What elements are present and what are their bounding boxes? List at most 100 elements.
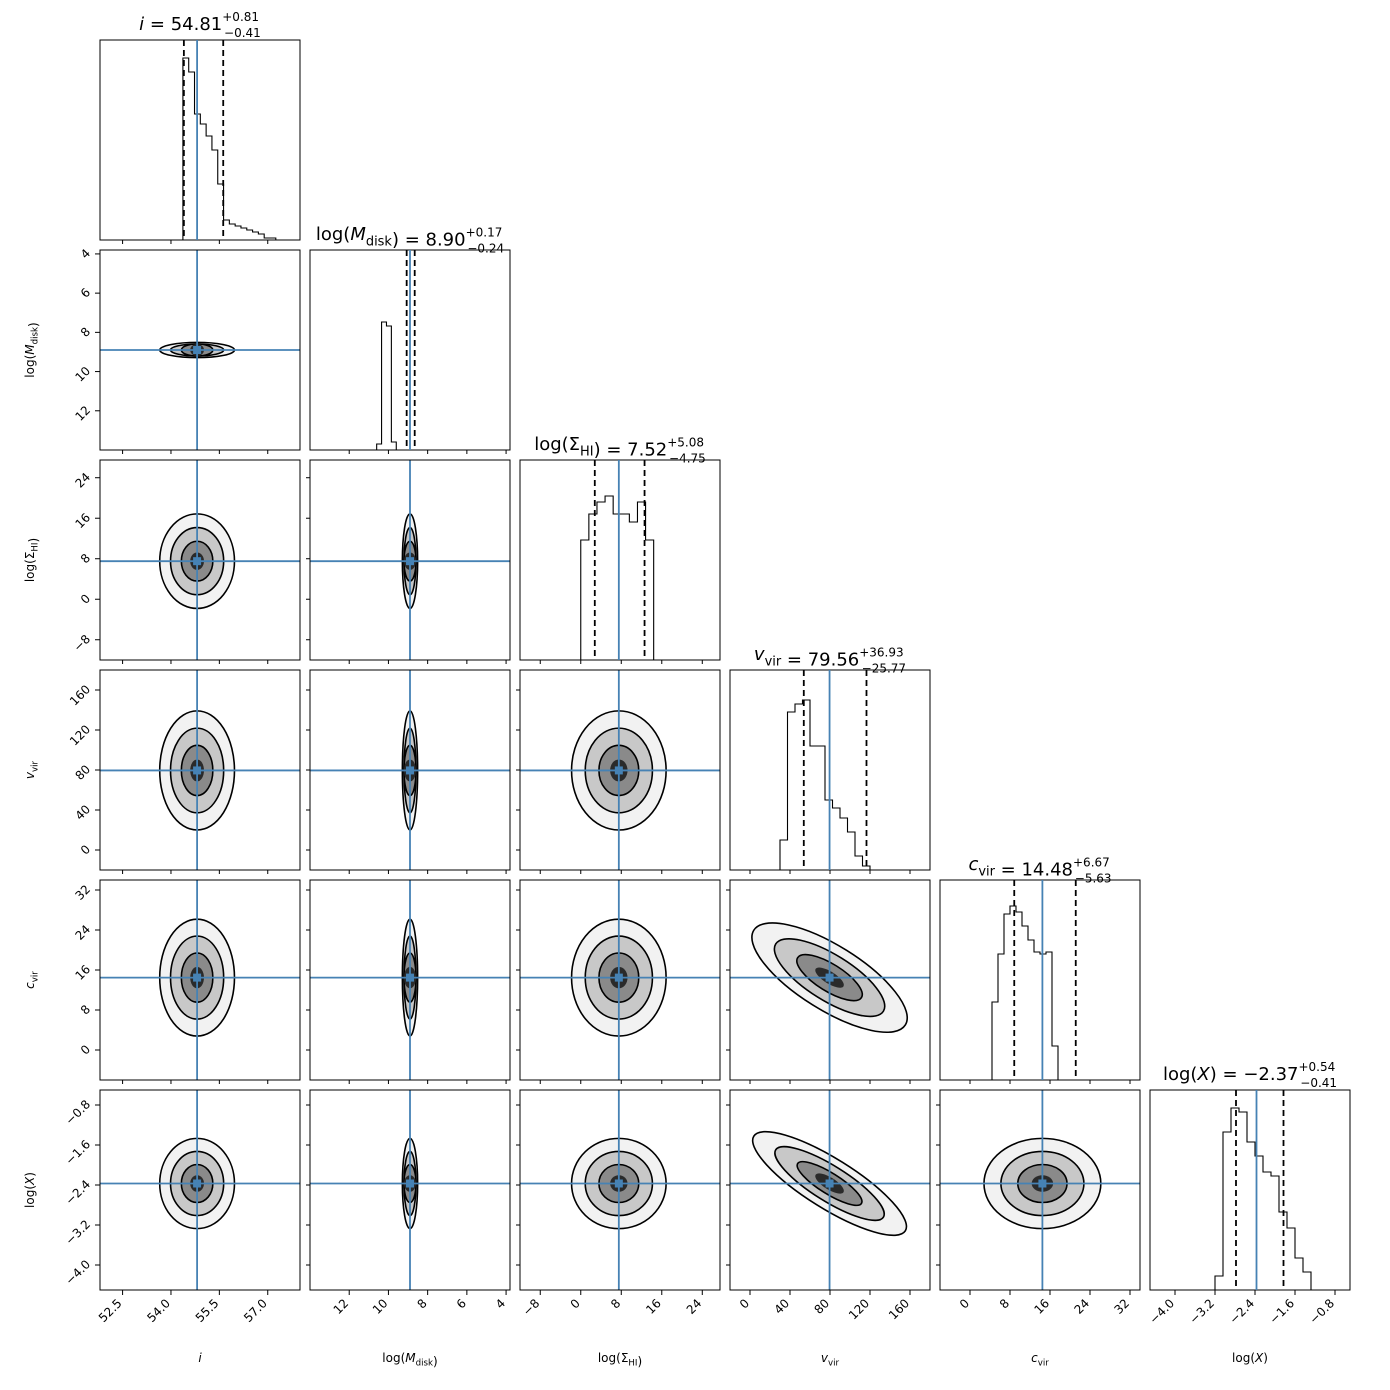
x-tick-label: 24	[684, 1296, 705, 1317]
hist-frame	[1149, 1089, 1351, 1291]
y-axis-label: log(ΣHI)	[23, 538, 41, 582]
y-tick-label: 160	[67, 682, 93, 708]
x-tick-label: 8	[608, 1296, 623, 1311]
y-tick-label: 16	[72, 510, 93, 531]
x-tick-label: 12	[331, 1296, 352, 1317]
truth-marker	[193, 973, 202, 982]
truth-marker	[193, 557, 202, 566]
panel-title: cvir = 14.48+6.67 −5.63	[968, 854, 1111, 885]
x-tick-label: 160	[886, 1296, 912, 1322]
y-tick-label: −1.6	[63, 1137, 94, 1168]
panel-title: log(Mdisk) = 8.90+0.17 −0.24	[316, 224, 504, 255]
scatter-panel-3-2	[519, 669, 721, 871]
y-tick-label: 24	[72, 922, 93, 943]
y-axis-label: cvir	[23, 971, 41, 989]
panel-frame	[309, 459, 511, 661]
truth-marker	[614, 1179, 623, 1188]
scatter-panel-3-1	[309, 669, 511, 871]
y-tick-label: −8	[71, 632, 93, 654]
y-tick-label: 8	[78, 325, 93, 340]
x-axis-5: −4.0 −3.2 −2.4 −1.6 −0.8 log(X)	[1147, 1290, 1338, 1365]
y-tick-label: −3.2	[63, 1217, 94, 1248]
x-axis-label: log(X)	[1232, 1351, 1268, 1365]
x-tick-label: 6	[454, 1296, 469, 1311]
scatter-panel-3-0	[99, 669, 301, 871]
x-tick-label: 8	[414, 1296, 429, 1311]
x-axis-label: log(ΣHI)	[598, 1351, 642, 1369]
x-tick-label: 4	[493, 1296, 508, 1311]
y-axis-label: log(Mdisk)	[23, 322, 41, 377]
x-tick-label: 40	[771, 1296, 792, 1317]
truth-marker	[406, 1179, 414, 1188]
panel-frame	[309, 879, 511, 1081]
scatter-panel-5-1	[309, 1089, 511, 1291]
y-axis-4: 0 8 16 24 32 cvir	[23, 882, 730, 1058]
hist-panel-0: i = 54.81+0.81 −0.41	[99, 10, 301, 241]
y-tick-label: 8	[78, 551, 93, 566]
scatter-panel-5-4	[939, 1089, 1141, 1291]
panel-title: vvir = 79.56+36.93 −25.77	[754, 644, 906, 675]
hist-panel-2: log(ΣHI) = 7.52+5.08 −4.75	[519, 434, 721, 661]
y-tick-label: 12	[72, 403, 93, 424]
scatter-panel-5-0	[99, 1089, 301, 1291]
x-tick-label: 16	[643, 1296, 664, 1317]
panel-frame	[99, 879, 301, 1081]
truth-marker	[406, 557, 414, 566]
x-tick-label: −0.8	[1307, 1296, 1338, 1327]
scatter-panel-1-0	[99, 249, 301, 451]
scatter-panel-4-2	[519, 879, 721, 1081]
y-tick-label: −2.4	[63, 1177, 94, 1208]
truth-marker	[1038, 1179, 1047, 1188]
hist-frame	[99, 39, 301, 241]
scatter-panel-5-3	[729, 1089, 931, 1291]
y-tick-label: 80	[72, 762, 93, 783]
hist-panel-5: log(X) = −2.37+0.54 −0.41	[1149, 1060, 1351, 1291]
x-tick-label: −3.2	[1187, 1296, 1218, 1327]
truth-marker	[193, 766, 202, 775]
x-tick-label: 0	[957, 1296, 972, 1311]
truth-marker	[193, 1179, 202, 1188]
scatter-panel-2-1	[309, 459, 511, 661]
truth-marker	[193, 346, 202, 354]
truth-marker	[614, 973, 623, 982]
scatter-panel-2-0	[99, 459, 301, 661]
panel-frame	[939, 1089, 1141, 1291]
hist-frame	[519, 459, 721, 661]
panel-frame	[99, 1089, 301, 1291]
panel-frame	[309, 1089, 511, 1291]
x-axis-1: 12 10 8 6 4 log(Mdisk)	[331, 450, 508, 1369]
hist-frame	[939, 879, 1141, 1081]
y-axis-label: vvir	[23, 760, 41, 779]
x-axis-label: cvir	[1031, 1351, 1049, 1369]
x-tick-label: −4.0	[1147, 1296, 1178, 1327]
truth-marker	[614, 766, 623, 775]
y-axis-label: log(X)	[23, 1172, 37, 1208]
y-tick-label: 0	[78, 591, 93, 606]
hist-step	[991, 905, 1059, 1080]
x-tick-label: 80	[811, 1296, 832, 1317]
x-tick-label: 16	[1031, 1296, 1052, 1317]
hist-panel-4: cvir = 14.48+6.67 −5.63	[939, 854, 1141, 1081]
panel-title: log(X) = −2.37+0.54 −0.41	[1163, 1060, 1337, 1090]
x-tick-label: 24	[1071, 1296, 1092, 1317]
y-tick-label: 0	[78, 1042, 93, 1057]
x-tick-label: 8	[997, 1296, 1012, 1311]
truth-marker	[406, 766, 414, 775]
x-tick-label: 32	[1111, 1296, 1132, 1317]
x-tick-label: 0	[568, 1296, 583, 1311]
hist-step	[376, 321, 397, 450]
hist-panel-3: vvir = 79.56+36.93 −25.77	[729, 644, 931, 871]
y-tick-label: 8	[78, 1002, 93, 1017]
y-tick-label: 10	[72, 364, 93, 385]
panel-frame	[99, 459, 301, 661]
truth-marker	[825, 1179, 834, 1188]
x-tick-label: −2.4	[1227, 1296, 1258, 1327]
y-tick-label: 120	[67, 722, 93, 748]
hist-step	[580, 495, 655, 660]
x-tick-label: 10	[370, 1296, 391, 1317]
hist-panel-1: log(Mdisk) = 8.90+0.17 −0.24	[309, 224, 511, 451]
x-tick-label: −1.6	[1267, 1296, 1298, 1327]
y-tick-label: 6	[78, 285, 93, 300]
y-tick-label: 24	[72, 470, 93, 491]
